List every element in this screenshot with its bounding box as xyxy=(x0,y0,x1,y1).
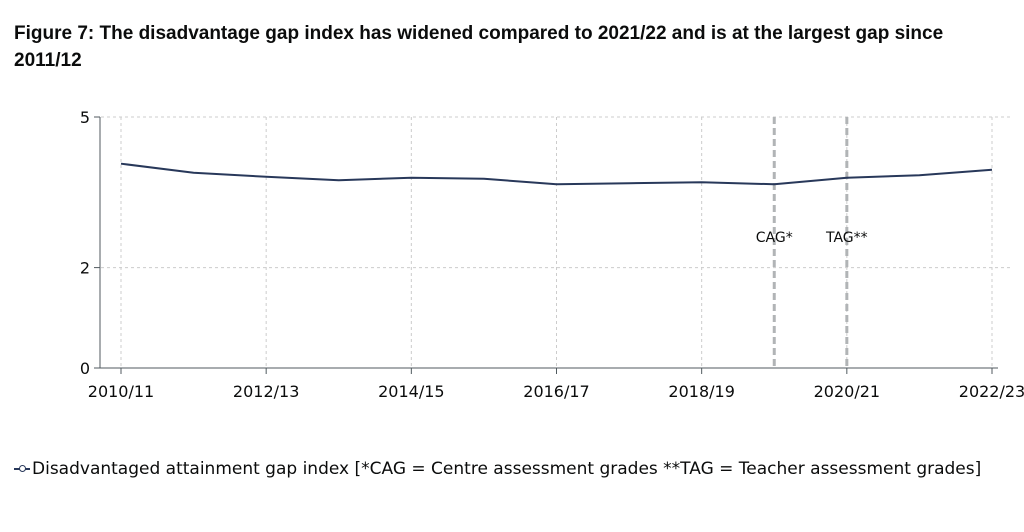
y-tick-label: 2 xyxy=(80,259,90,278)
y-tick-label: 5 xyxy=(80,108,90,127)
annotation-label: TAG** xyxy=(825,230,868,246)
legend: Disadvantaged attainment gap index [*CAG… xyxy=(14,456,1004,482)
x-tick-label: 2016/17 xyxy=(523,382,589,401)
tick-labels: 0 2 5 2010/11 2012/13 2014/15 2016/17 2018/19 20… xyxy=(80,108,1024,401)
line-chart: 0 2 5 2010/11 2012/13 2014/15 2016/17 2018/19 20… xyxy=(80,108,1024,401)
data-series xyxy=(120,162,993,186)
x-tick-label: 2020/21 xyxy=(814,382,880,401)
axes xyxy=(94,116,998,374)
gridlines xyxy=(101,116,1012,368)
x-tick-label: 2014/15 xyxy=(378,382,444,401)
x-tick-label: 2010/11 xyxy=(88,382,154,401)
annotation-lines xyxy=(772,117,849,368)
series-line xyxy=(120,162,993,186)
annotation-label: CAG* xyxy=(756,230,793,246)
y-tick-label: 0 xyxy=(80,359,90,378)
chart-title: Figure 7: The disadvantage gap index has… xyxy=(14,23,944,71)
legend-label: Disadvantaged attainment gap index [*CAG… xyxy=(32,459,982,479)
x-tick-label: 2022/23 xyxy=(959,382,1024,401)
x-tick-label: 2012/13 xyxy=(233,382,299,401)
legend-line-marker-icon xyxy=(14,464,30,474)
x-tick-label: 2018/19 xyxy=(668,382,734,401)
